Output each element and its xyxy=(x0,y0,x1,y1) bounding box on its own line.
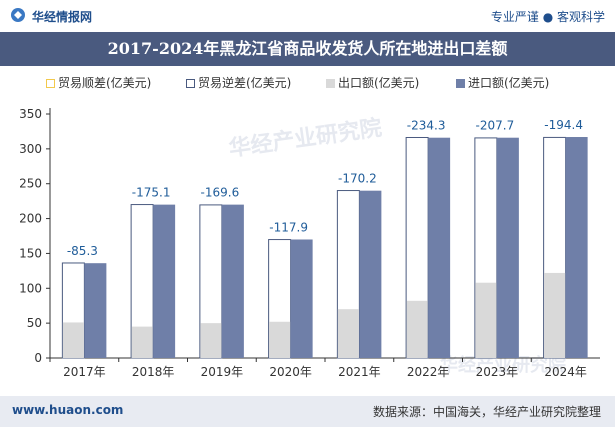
x-tick-label: 2020年 xyxy=(269,365,312,379)
y-tick-label: 100 xyxy=(19,281,42,295)
export-bar xyxy=(62,322,84,358)
chart-title: 2017-2024年黑龙江省商品收发货人所在地进出口差额 xyxy=(107,39,508,58)
y-tick-label: 300 xyxy=(19,142,42,156)
chart-legend: 贸易顺差(亿美元) 贸易逆差(亿美元) 出口额(亿美元) 进口额(亿美元) xyxy=(0,74,615,94)
y-tick-label: 150 xyxy=(19,246,42,260)
deficit-data-label: -170.2 xyxy=(338,172,377,186)
y-tick-label: 250 xyxy=(19,177,42,191)
legend-item-deficit: 贸易逆差(亿美元) xyxy=(186,74,291,91)
import-bar xyxy=(84,263,107,358)
x-tick-label: 2017年 xyxy=(63,365,106,379)
y-tick-label: 0 xyxy=(34,351,42,365)
deficit-data-label: -117.9 xyxy=(269,220,308,234)
legend-item-export: 出口额(亿美元) xyxy=(326,74,419,91)
deficit-data-label: -169.6 xyxy=(201,186,240,200)
top-bar: 华经情报网 专业严谨 ● 客观科学 xyxy=(0,0,615,30)
export-bar xyxy=(544,272,566,358)
legend-swatch-surplus xyxy=(46,79,55,88)
tagline: 专业严谨 ● 客观科学 xyxy=(490,10,605,24)
title-bar: 2017-2024年黑龙江省商品收发货人所在地进出口差额 xyxy=(0,32,615,66)
import-bar xyxy=(221,204,244,358)
y-tick-label: 200 xyxy=(19,212,42,226)
legend-label-surplus: 贸易顺差(亿美元) xyxy=(58,76,152,90)
export-bar xyxy=(269,321,291,358)
legend-swatch-deficit xyxy=(186,79,195,88)
legend-label-export: 出口额(亿美元) xyxy=(338,76,420,90)
website-url[interactable]: www.huaon.com xyxy=(12,403,124,417)
watermark-text: 华经产业研究院 xyxy=(227,115,383,162)
export-bar xyxy=(200,323,222,358)
data-source: 数据来源：中国海关，华经产业研究院整理 xyxy=(372,405,601,419)
legend-swatch-export xyxy=(326,79,335,88)
x-tick-label: 2023年 xyxy=(476,365,519,379)
import-bar xyxy=(565,137,588,358)
deficit-data-label: -85.3 xyxy=(67,244,98,258)
deficit-data-label: -194.4 xyxy=(544,118,583,132)
deficit-data-label: -175.1 xyxy=(132,186,171,200)
chart-area: 华经产业研究院华经产业研究院050100150200250300350-85.3… xyxy=(19,107,600,379)
import-bar xyxy=(359,190,382,358)
import-bar xyxy=(153,204,176,358)
deficit-data-label: -234.3 xyxy=(407,118,446,132)
deficit-data-label: -207.7 xyxy=(476,119,515,133)
legend-label-import: 进口额(亿美元) xyxy=(468,76,550,90)
import-bar xyxy=(496,137,519,358)
x-tick-label: 2018年 xyxy=(132,365,175,379)
legend-item-import: 进口额(亿美元) xyxy=(456,74,549,91)
watermark-text: 华经产业研究院 xyxy=(440,354,566,376)
legend-swatch-import xyxy=(456,79,465,88)
export-bar xyxy=(337,309,359,358)
x-tick-label: 2019年 xyxy=(201,365,244,379)
y-tick-label: 350 xyxy=(19,107,42,121)
import-bar xyxy=(290,239,313,358)
x-tick-label: 2021年 xyxy=(338,365,381,379)
x-tick-label: 2024年 xyxy=(544,365,587,379)
x-tick-label: 2022年 xyxy=(407,365,450,379)
export-bar xyxy=(406,300,428,358)
y-tick-label: 50 xyxy=(27,316,42,330)
huajing-logo-icon xyxy=(11,8,25,22)
footer-bar: www.huaon.com 数据来源：中国海关，华经产业研究院整理 xyxy=(0,396,615,427)
export-bar xyxy=(131,326,153,358)
export-bar xyxy=(475,282,497,358)
import-bar xyxy=(428,137,451,358)
legend-label-deficit: 贸易逆差(亿美元) xyxy=(198,76,292,90)
legend-item-surplus: 贸易顺差(亿美元) xyxy=(46,74,151,91)
site-name: 华经情报网 xyxy=(32,10,93,24)
